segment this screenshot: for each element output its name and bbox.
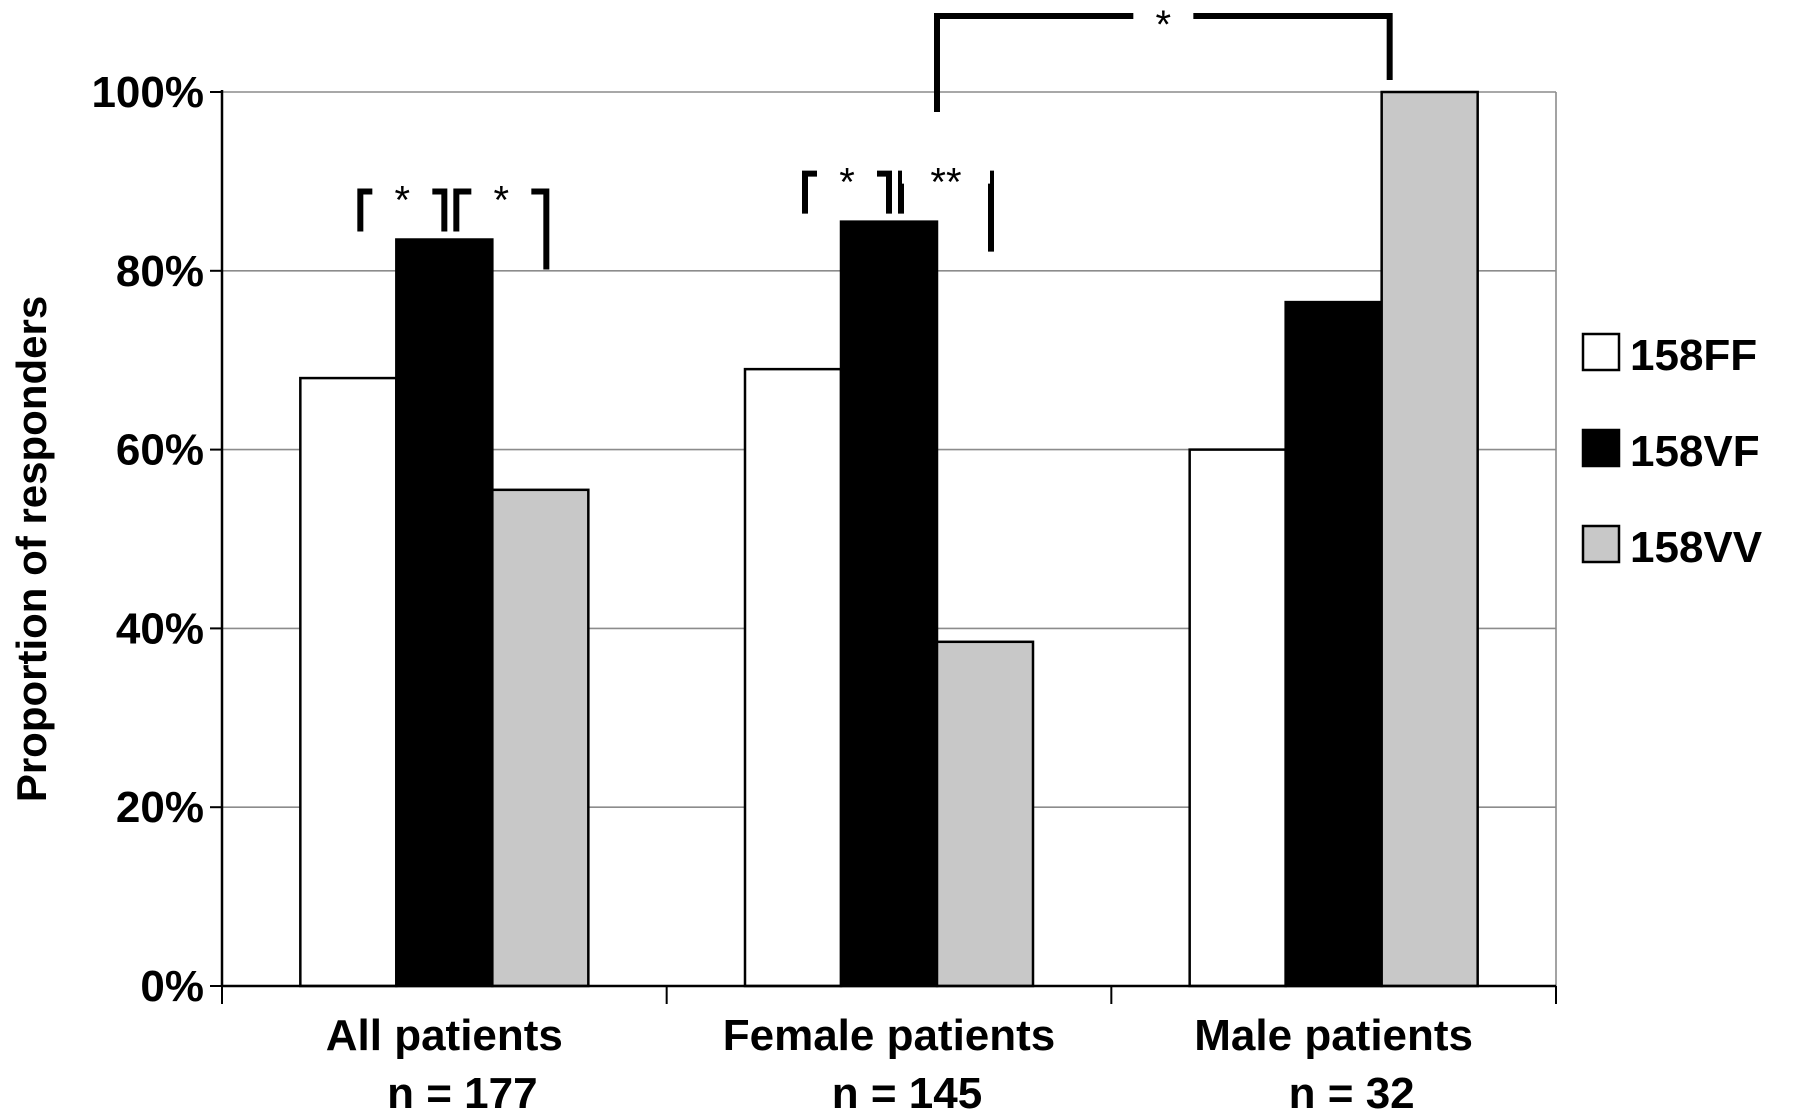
significance-label: *: [494, 179, 510, 223]
bar-158VF-0: [395, 238, 494, 988]
significance-bracket: **: [898, 161, 994, 252]
legend-item-158FF: 158FF: [1581, 331, 1757, 380]
legend-swatch: [1581, 524, 1621, 564]
significance-bracket: *: [934, 3, 1393, 112]
bracket-gap: [902, 163, 990, 184]
bracket-gap: [1133, 6, 1194, 26]
legend-label: 158FF: [1630, 331, 1757, 380]
bracket-gap: [372, 181, 433, 202]
legend-label: 158VV: [1630, 523, 1763, 572]
legend-swatch: [1581, 428, 1621, 468]
legend-swatch: [1581, 332, 1621, 372]
category-sublabel: n = 32: [1289, 1069, 1415, 1118]
y-axis-label: Proportion of responders: [8, 296, 55, 802]
bar-158VF-1: [839, 220, 939, 988]
significance-label: *: [395, 179, 411, 223]
category-sublabel: n = 177: [387, 1069, 537, 1118]
category-label: All patients: [326, 1011, 563, 1060]
significance-label: **: [930, 161, 961, 205]
legend-item-158VF: 158VF: [1581, 427, 1760, 476]
legend: 158FF 158VF 158VV: [1581, 331, 1763, 572]
bar-158FF-2: [1188, 448, 1287, 988]
significance-bracket: *: [357, 179, 448, 232]
bracket-gap: [471, 181, 532, 202]
bars: [299, 90, 1479, 988]
bar-158VF-2: [1284, 300, 1383, 988]
category-label: Female patients: [723, 1011, 1056, 1060]
bar-158FF-1: [743, 367, 843, 988]
significance-label: *: [839, 161, 855, 205]
bar-158VV-1: [935, 640, 1035, 988]
category-labels: All patients n = 177 Female patients n = 14…: [326, 1011, 1473, 1118]
y-tick-label: 60%: [116, 426, 204, 475]
y-tick-labels: 0% 20% 40% 60% 80% 100%: [91, 68, 204, 1011]
y-tick-label: 100%: [91, 68, 204, 117]
y-tick-label: 40%: [116, 604, 204, 653]
axes: [210, 90, 1557, 1004]
y-tick-label: 0%: [140, 962, 204, 1011]
y-tick-label: 20%: [116, 783, 204, 832]
bracket-gap: [817, 163, 877, 184]
y-tick-label: 80%: [116, 247, 204, 296]
legend-label: 158VF: [1630, 427, 1760, 476]
significance-brackets: * * * ***: [357, 3, 1393, 270]
category-label: Male patients: [1194, 1011, 1473, 1060]
bar-158VV-2: [1380, 90, 1479, 988]
legend-item-158VV: 158VV: [1581, 523, 1763, 572]
significance-label: *: [1156, 3, 1172, 47]
category-sublabel: n = 145: [832, 1069, 982, 1118]
significance-bracket: *: [802, 161, 892, 214]
significance-bracket: *: [453, 179, 550, 270]
bar-158VV-0: [491, 488, 590, 988]
bar-158FF-0: [299, 376, 398, 988]
